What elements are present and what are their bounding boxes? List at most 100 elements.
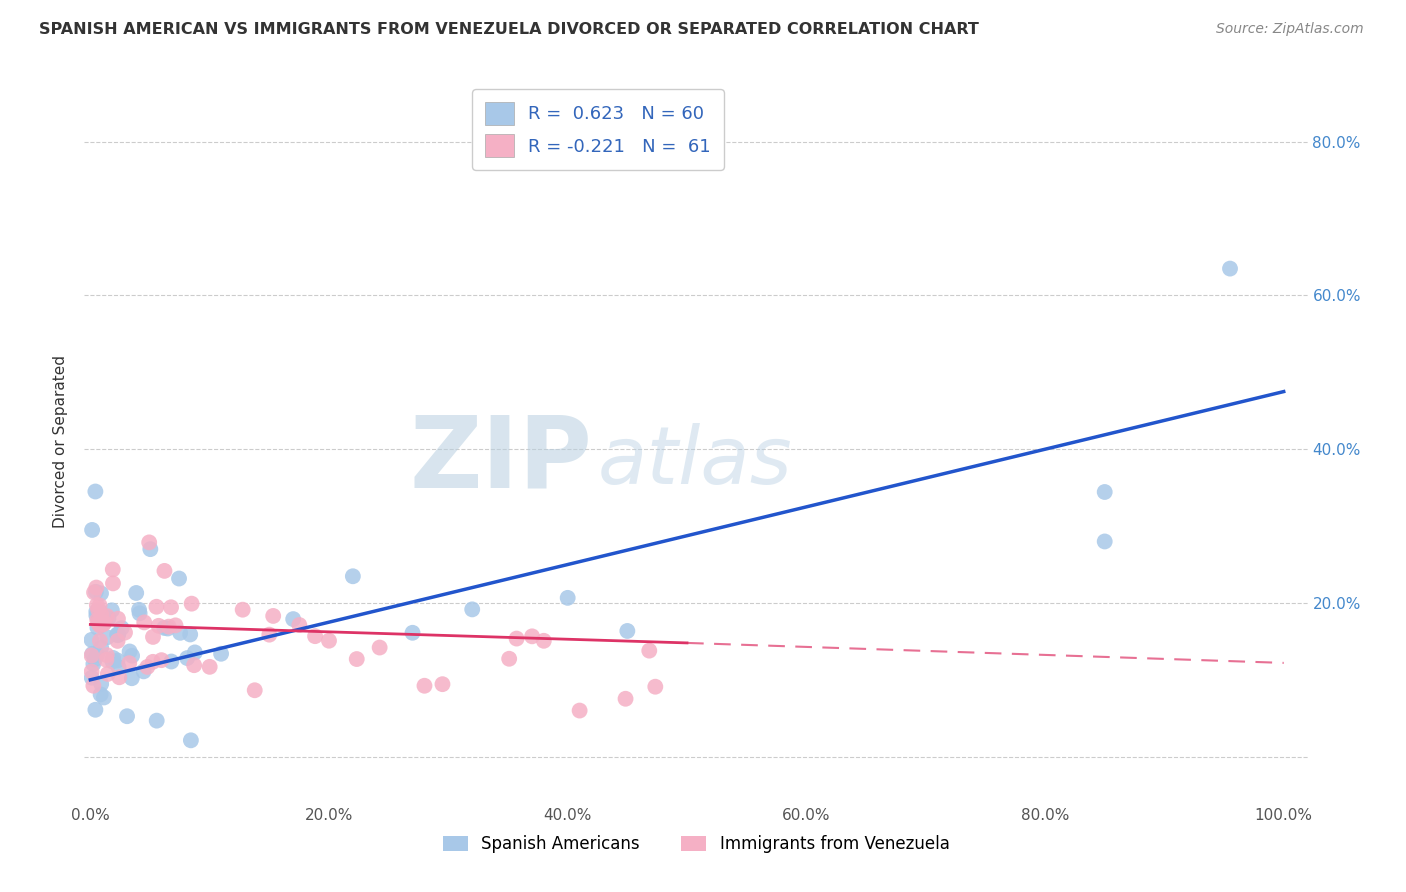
Point <box>93 615 115 630</box>
Point <box>97 611 120 625</box>
Point <box>148 619 170 633</box>
Point <box>86 598 108 612</box>
Point <box>80 632 103 647</box>
Point <box>101 651 124 665</box>
Point <box>87 602 110 616</box>
Point <box>82 647 104 661</box>
Point <box>118 644 141 658</box>
Point <box>167 572 190 586</box>
Point <box>401 625 423 640</box>
Point <box>520 629 543 643</box>
Point <box>90 677 112 691</box>
Point <box>125 586 148 600</box>
Point <box>107 653 129 667</box>
Point <box>87 615 110 629</box>
Point <box>505 632 527 646</box>
Point <box>568 704 591 718</box>
Point <box>165 618 187 632</box>
Point <box>96 648 118 662</box>
Point <box>145 714 167 728</box>
Point <box>184 645 207 659</box>
Point <box>121 648 143 663</box>
Point <box>89 618 111 632</box>
Point <box>644 680 666 694</box>
Point <box>84 703 107 717</box>
Point <box>1094 485 1116 500</box>
Point <box>101 562 124 576</box>
Point <box>128 603 150 617</box>
Point <box>145 599 167 614</box>
Point <box>89 599 111 613</box>
Point <box>368 640 391 655</box>
Point <box>160 600 183 615</box>
Point <box>86 608 108 623</box>
Point <box>183 658 205 673</box>
Point <box>101 655 124 669</box>
Point <box>114 625 136 640</box>
Point <box>107 627 129 641</box>
Point <box>82 679 104 693</box>
Point <box>179 627 201 641</box>
Point <box>1094 534 1116 549</box>
Point <box>107 634 129 648</box>
Point <box>180 733 202 747</box>
Text: atlas: atlas <box>598 423 793 500</box>
Point <box>169 625 191 640</box>
Point <box>157 619 180 633</box>
Point <box>96 653 118 667</box>
Point <box>142 630 165 644</box>
Point <box>432 677 454 691</box>
Point <box>283 612 305 626</box>
Point <box>198 660 221 674</box>
Point <box>107 660 129 674</box>
Point <box>90 606 112 620</box>
Point <box>107 628 129 642</box>
Point <box>153 621 176 635</box>
Text: ZIP: ZIP <box>409 411 592 508</box>
Point <box>87 616 110 631</box>
Point <box>86 581 108 595</box>
Point <box>101 576 124 591</box>
Point <box>138 535 160 549</box>
Point <box>142 655 165 669</box>
Point <box>83 652 105 666</box>
Point <box>90 607 112 622</box>
Point <box>80 665 103 679</box>
Point <box>128 607 150 621</box>
Point <box>616 624 638 638</box>
Point <box>139 542 162 557</box>
Point <box>243 683 266 698</box>
Point <box>83 585 105 599</box>
Point <box>413 679 436 693</box>
Point <box>342 569 364 583</box>
Point <box>82 657 104 671</box>
Point <box>156 622 179 636</box>
Point <box>150 653 173 667</box>
Point <box>93 690 115 705</box>
Point <box>288 618 311 632</box>
Point <box>557 591 579 605</box>
Point <box>346 652 368 666</box>
Point <box>115 709 138 723</box>
Point <box>176 651 198 665</box>
Point <box>533 633 555 648</box>
Point <box>90 586 112 600</box>
Point <box>96 630 118 644</box>
Point <box>84 484 107 499</box>
Point <box>209 647 232 661</box>
Point <box>97 667 120 681</box>
Point <box>90 688 112 702</box>
Point <box>89 633 111 648</box>
Point <box>136 660 159 674</box>
Point <box>93 615 115 629</box>
Point <box>1219 261 1241 276</box>
Point <box>259 628 281 642</box>
Point <box>90 640 112 655</box>
Point <box>80 648 103 663</box>
Point <box>461 602 484 616</box>
Point <box>132 665 155 679</box>
Point <box>134 615 156 630</box>
Point <box>105 627 128 641</box>
Y-axis label: Divorced or Separated: Divorced or Separated <box>53 355 69 528</box>
Point <box>86 621 108 635</box>
